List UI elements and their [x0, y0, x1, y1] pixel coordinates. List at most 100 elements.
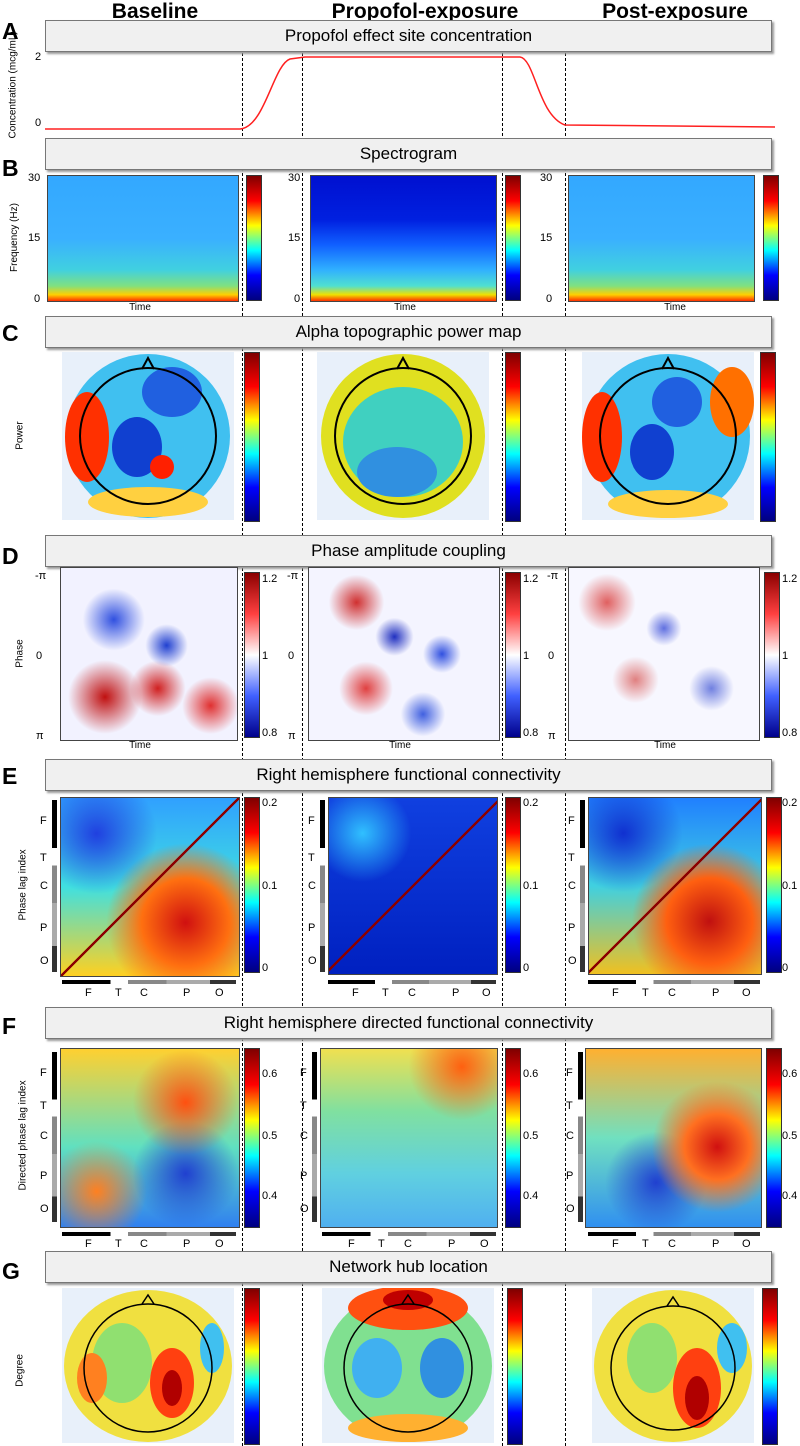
- separator-1: [242, 48, 243, 1446]
- e-row-o-a: O: [40, 955, 49, 967]
- f-row-p-b: P: [300, 1170, 308, 1182]
- colorbar-c-baseline: [244, 352, 260, 522]
- dfc-matrix-propofol: [320, 1048, 498, 1228]
- e-col-bar-b: [328, 980, 496, 984]
- d-cbar-mid-b: 1: [523, 650, 530, 662]
- e-cbar-max-b: 0.2: [523, 797, 539, 809]
- separator-2: [302, 48, 303, 1446]
- b-tick-30-b: 30: [288, 172, 301, 184]
- e-col-p-b: P: [452, 987, 460, 999]
- f-row-t-b: T: [300, 1100, 307, 1112]
- panel-letter-b: B: [2, 155, 19, 181]
- f-col-f-a: F: [85, 1238, 92, 1250]
- d-xlabel-a: Time: [129, 740, 151, 751]
- colorbar-e-baseline: [244, 797, 260, 973]
- panel-letter-a: A: [2, 18, 19, 44]
- e-cbar-max-a: 0.2: [262, 797, 278, 809]
- d-cbar-max-b: 1.2: [523, 573, 539, 585]
- d-tick-pi-b: π: [288, 730, 296, 742]
- panel-letter-f: F: [2, 1013, 17, 1039]
- spectrogram-propofol: [310, 175, 497, 302]
- panel-letter-g: G: [2, 1258, 20, 1284]
- colorbar-g-post: [762, 1288, 778, 1445]
- f-col-c-b: C: [404, 1238, 412, 1250]
- e-cbar-mid-a: 0.1: [262, 880, 278, 892]
- f-cbar-min-c: 0.4: [782, 1190, 798, 1202]
- e-cbar-min-c: 0: [782, 962, 789, 974]
- b-tick-15-b: 15: [288, 232, 301, 244]
- b-xlabel-b: Time: [394, 302, 416, 313]
- separator-4: [565, 48, 566, 1446]
- f-row-p-a: P: [40, 1170, 48, 1182]
- colorbar-f-propofol: [505, 1048, 521, 1228]
- colorbar-b-baseline: [246, 175, 262, 301]
- e-row-p-a: P: [40, 922, 48, 934]
- e-row-o-c: O: [568, 955, 577, 967]
- f-col-t-a: T: [115, 1238, 122, 1250]
- fc-matrix-baseline: [60, 797, 240, 977]
- b-tick-15-c: 15: [540, 232, 553, 244]
- f-col-p-c: P: [712, 1238, 720, 1250]
- colorbar-e-post: [766, 797, 782, 973]
- f-col-c-c: C: [668, 1238, 676, 1250]
- e-cbar-mid-b: 0.1: [523, 880, 539, 892]
- e-col-c-c: C: [668, 987, 676, 999]
- f-row-c-a: C: [40, 1130, 48, 1142]
- panel-b-ylabel: Frequency (Hz): [9, 203, 20, 272]
- f-row-bar-b: [312, 1052, 317, 1222]
- panel-d-ylabel: Phase: [14, 639, 26, 668]
- b-xlabel-c: Time: [664, 302, 686, 313]
- colorbar-f-post: [766, 1048, 782, 1228]
- f-cbar-min-b: 0.4: [523, 1190, 539, 1202]
- e-row-o-b: O: [308, 955, 317, 967]
- d-xlabel-c: Time: [654, 740, 676, 751]
- e-row-t-c: T: [568, 852, 575, 864]
- b-tick-0-c: 0: [546, 293, 553, 305]
- column-title-propofol: Propofol-exposure: [331, 0, 519, 23]
- panel-a-ylabel: Concentration (mcg/mL): [7, 31, 19, 139]
- d-tick-negpi-c: -π: [547, 570, 559, 582]
- e-row-t-a: T: [40, 852, 47, 864]
- f-cbar-max-b: 0.6: [523, 1068, 539, 1080]
- e-cbar-min-a: 0: [262, 962, 269, 974]
- d-tick-pi-c: π: [548, 730, 556, 742]
- e-row-f-a: F: [40, 815, 47, 827]
- f-col-o-b: O: [480, 1238, 489, 1250]
- colorbar-e-propofol: [505, 797, 521, 973]
- e-row-p-c: P: [568, 922, 576, 934]
- pac-post: [568, 567, 760, 741]
- f-col-o-a: O: [215, 1238, 224, 1250]
- colorbar-c-post: [760, 352, 776, 522]
- e-col-f-a: F: [85, 987, 92, 999]
- d-cbar-min-a: 0.8: [262, 727, 278, 739]
- panel-c-ylabel: Power: [14, 421, 26, 450]
- colorbar-d-propofol: [505, 572, 521, 738]
- panel-a-tick-2: 2: [35, 51, 42, 63]
- e-col-t-b: T: [382, 987, 389, 999]
- panel-e-title: Right hemisphere functional connectivity: [45, 759, 772, 791]
- b-tick-0-b: 0: [294, 293, 301, 305]
- d-cbar-max-a: 1.2: [262, 573, 278, 585]
- e-row-t-b: T: [308, 852, 315, 864]
- e-col-o-c: O: [742, 987, 751, 999]
- f-row-c-c: C: [566, 1130, 574, 1142]
- column-title-post: Post-exposure: [602, 0, 748, 23]
- e-row-bar-b: [320, 800, 325, 972]
- f-row-f-b: F: [300, 1067, 307, 1079]
- f-row-p-c: P: [566, 1170, 574, 1182]
- e-row-f-c: F: [568, 815, 575, 827]
- b-tick-30-c: 30: [540, 172, 553, 184]
- panel-d-title: Phase amplitude coupling: [45, 535, 772, 567]
- e-cbar-min-b: 0: [523, 962, 530, 974]
- panel-a-title: Propofol effect site concentration: [45, 20, 772, 52]
- colorbar-d-baseline: [244, 572, 260, 738]
- b-tick-15-a: 15: [28, 232, 41, 244]
- e-row-bar-c: [580, 800, 585, 972]
- e-col-t-c: T: [642, 987, 649, 999]
- e-row-c-b: C: [308, 880, 316, 892]
- topomap-propofol: [317, 352, 489, 520]
- e-col-f-c: F: [612, 987, 619, 999]
- colorbar-g-propofol: [507, 1288, 523, 1445]
- f-col-bar-c: [588, 1232, 760, 1236]
- f-row-o-c: O: [566, 1203, 575, 1215]
